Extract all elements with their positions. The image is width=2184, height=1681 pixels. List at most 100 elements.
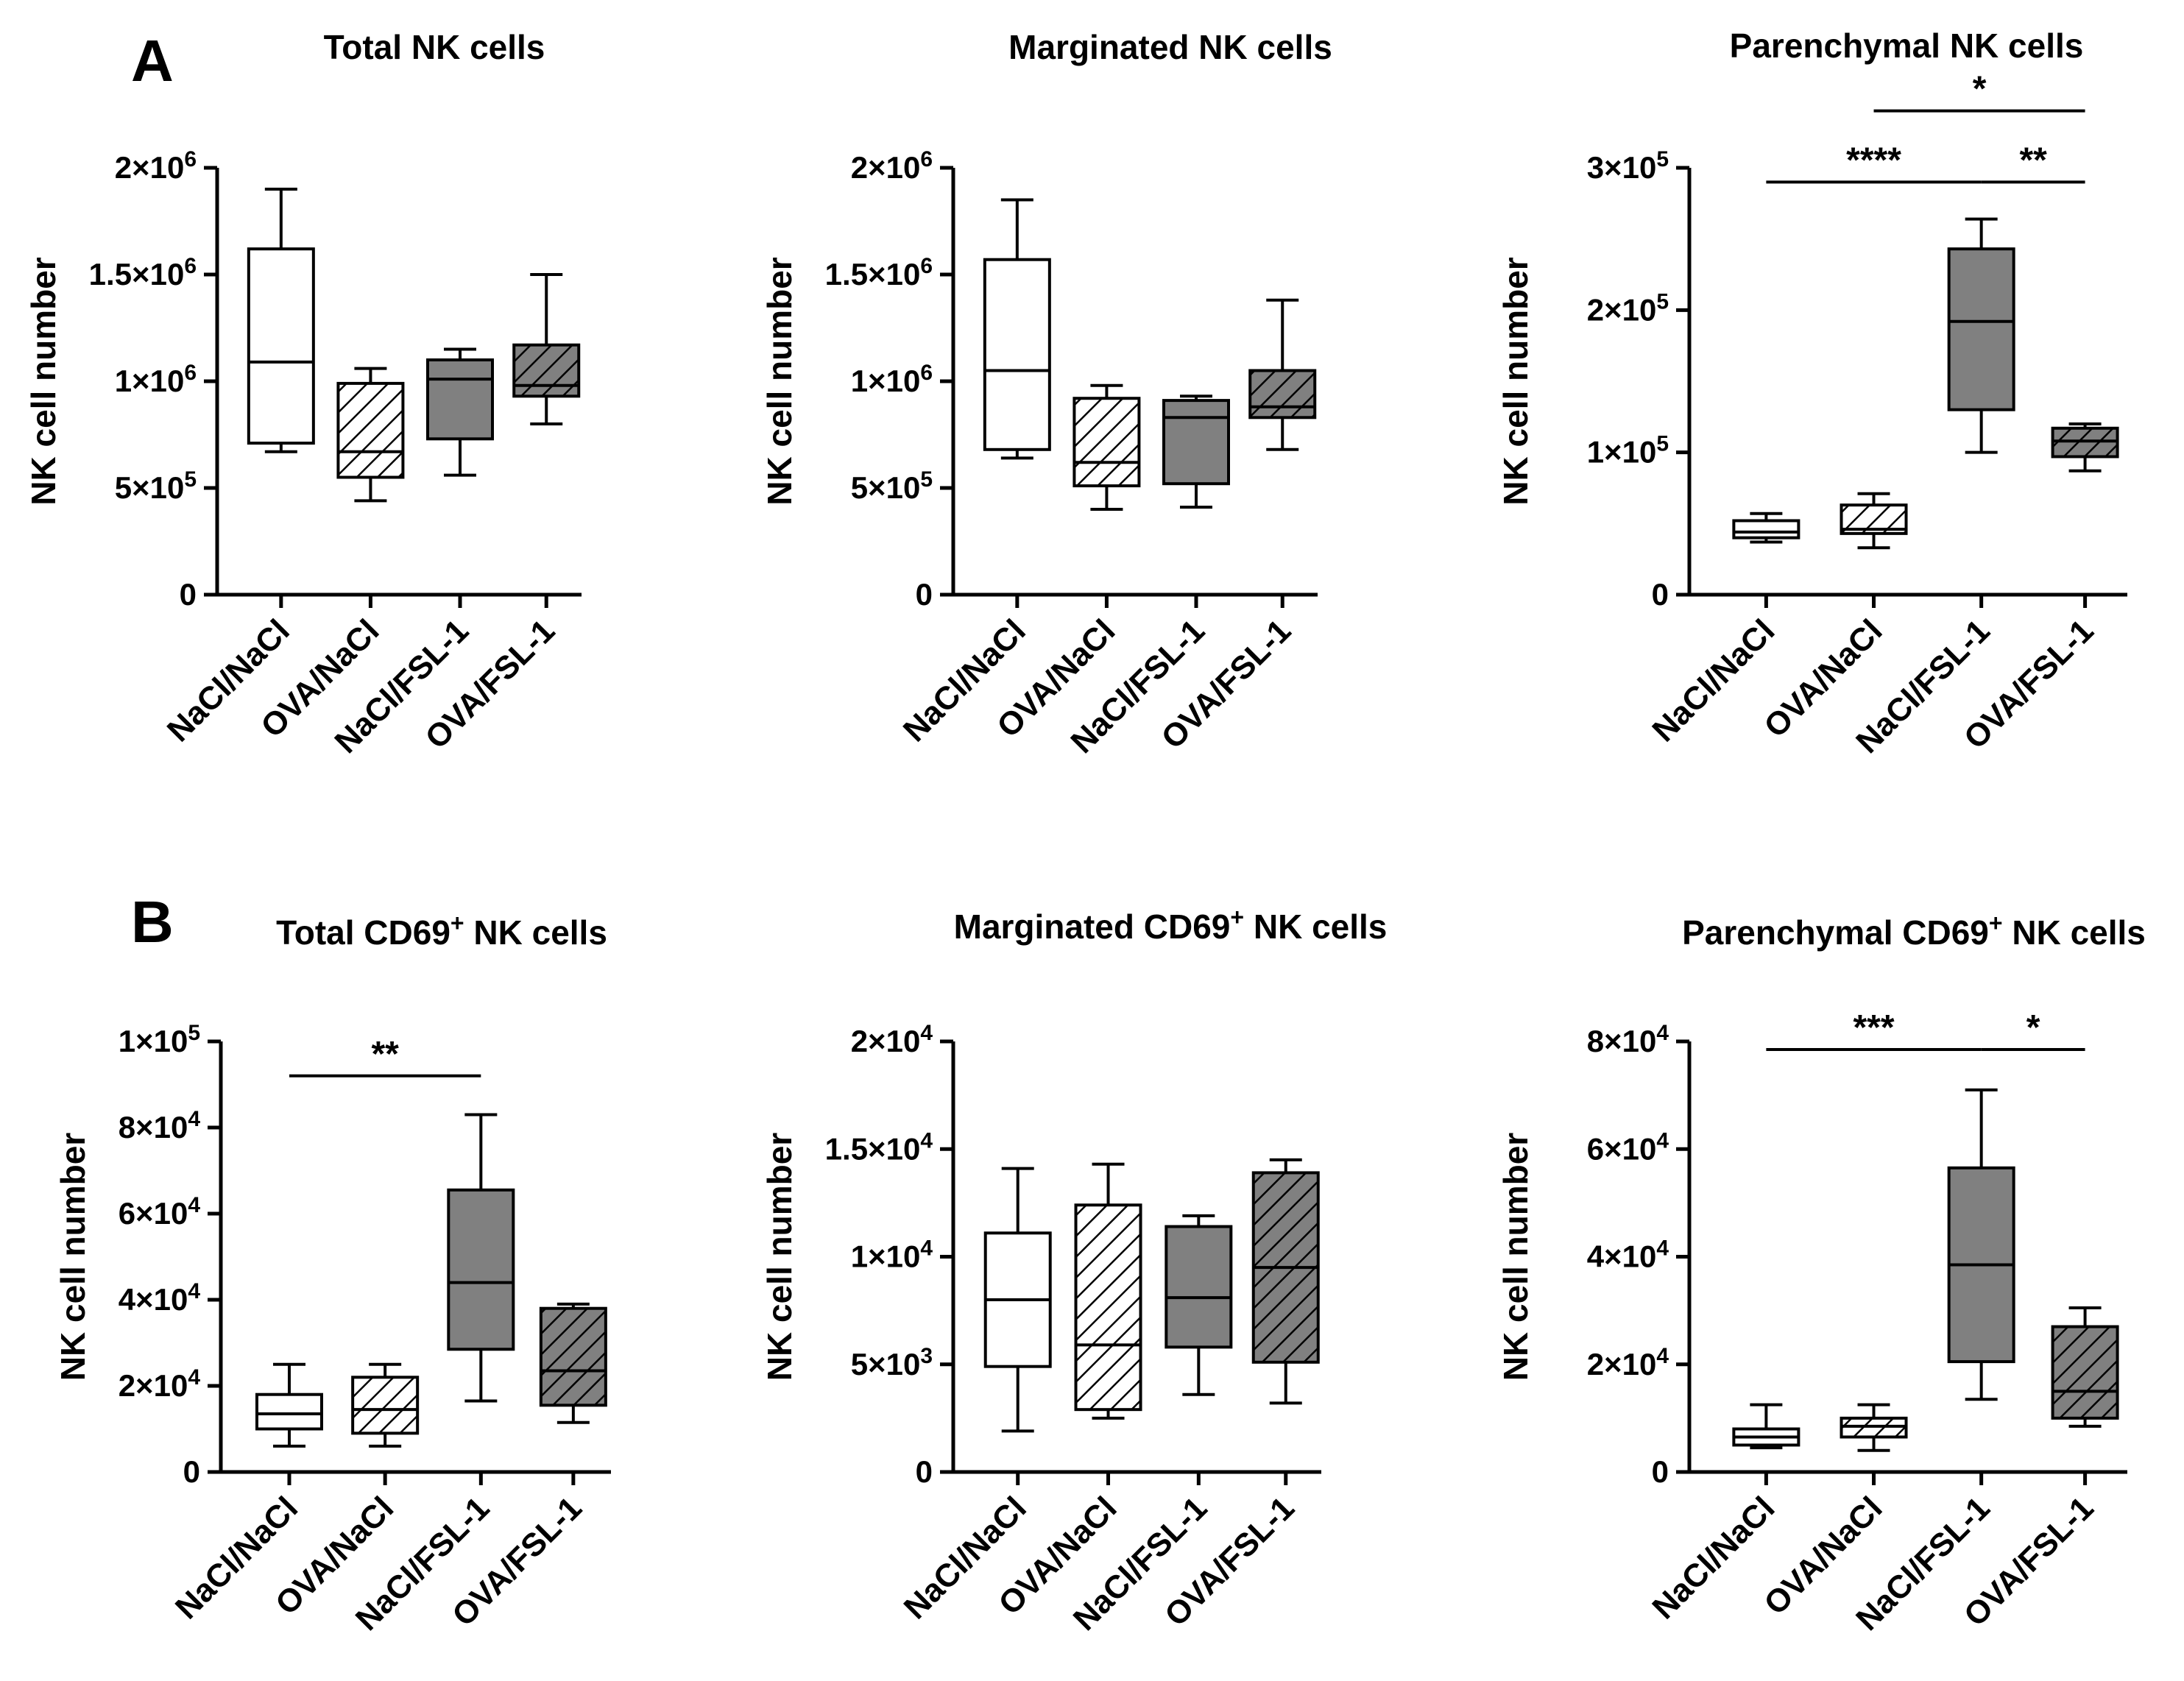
- y-tick-label: 8×104: [1587, 1021, 1669, 1059]
- x-category-label: NaCl/NaCl: [1645, 612, 1781, 749]
- significance-bar: *: [1873, 70, 2085, 113]
- chart-1: Total NK cells NK cell number 0 5×105 1×106 1…: [24, 28, 582, 760]
- box-1: [1732, 1403, 1800, 1450]
- chart-title: Marginated NK cells: [1008, 28, 1332, 66]
- y-tick-label: 2×105: [1587, 289, 1669, 328]
- y-axis-label: NK cell number: [760, 1133, 799, 1381]
- y-tick-label: 1×105: [119, 1021, 200, 1059]
- box-iqr: [512, 343, 581, 398]
- box-iqr: [1162, 399, 1230, 486]
- y-tick-label: 1×106: [115, 361, 197, 399]
- significance-label: *: [1973, 70, 1987, 109]
- box-2: [336, 367, 405, 503]
- box-iqr: [1072, 397, 1141, 488]
- y-tick-label: 2×106: [115, 147, 197, 185]
- significance-bar: ****: [1766, 141, 1982, 184]
- chart-title: Marginated CD69+ NK cells: [954, 904, 1388, 946]
- chart-title: Parenchymal CD69+ NK cells: [1682, 910, 2146, 952]
- x-category-label: NaCl/NaCl: [1645, 1490, 1781, 1626]
- y-tick-label: 2×104: [1587, 1343, 1669, 1381]
- y-tick-label: 5×105: [115, 467, 197, 506]
- box-iqr: [426, 358, 494, 441]
- box-1: [247, 188, 315, 453]
- significance-label: ***: [1853, 1008, 1895, 1047]
- box-iqr: [247, 247, 315, 445]
- chart-3: Parenchymal NK cells NK cell number 0 1×105…: [1496, 26, 2127, 760]
- y-tick-label: 5×103: [851, 1343, 933, 1381]
- box-iqr: [351, 1376, 420, 1435]
- box-1: [983, 1167, 1052, 1433]
- box-3: [426, 347, 494, 477]
- y-tick-label: 1×105: [1587, 431, 1669, 470]
- box-iqr: [1074, 1203, 1142, 1412]
- box-4: [1248, 298, 1317, 451]
- box-3: [1162, 394, 1230, 509]
- significance-label: ****: [1846, 141, 1901, 180]
- box-iqr: [1732, 519, 1800, 539]
- y-tick-label: 0: [916, 577, 933, 612]
- box-3: [1165, 1214, 1233, 1396]
- box-iqr: [539, 1306, 607, 1407]
- chart-5: Marginated CD69+ NK cells NK cell number 0…: [760, 904, 1387, 1638]
- y-axis-label: NK cell number: [1496, 1133, 1535, 1381]
- significance-bar: **: [1981, 141, 2085, 184]
- box-iqr: [336, 381, 405, 479]
- box-3: [447, 1113, 515, 1403]
- chart-title: Total CD69+ NK cells: [276, 910, 607, 952]
- y-tick-label: 5×105: [851, 467, 933, 506]
- y-tick-label: 3×105: [1587, 147, 1669, 185]
- y-tick-label: 2×104: [119, 1365, 201, 1404]
- y-axis-label: NK cell number: [760, 257, 799, 506]
- significance-label: *: [2026, 1008, 2040, 1047]
- box-2: [1840, 492, 1908, 550]
- box-4: [2051, 422, 2119, 473]
- y-tick-label: 4×104: [1587, 1236, 1669, 1274]
- box-4: [2051, 1306, 2119, 1428]
- box-iqr: [447, 1188, 515, 1351]
- box-2: [351, 1362, 420, 1448]
- box-iqr: [2051, 1325, 2119, 1420]
- box-2: [1840, 1403, 1908, 1452]
- chart-6: Parenchymal CD69+ NK cells NK cell number…: [1496, 910, 2146, 1638]
- y-tick-label: 0: [1652, 577, 1669, 612]
- box-1: [983, 198, 1051, 460]
- box-iqr: [983, 258, 1051, 451]
- y-tick-label: 2×106: [851, 147, 933, 185]
- significance-bar: **: [289, 1035, 481, 1077]
- y-tick-label: 1.5×104: [825, 1128, 933, 1167]
- panel-label-b: B: [131, 889, 174, 955]
- y-tick-label: 8×104: [119, 1107, 201, 1145]
- y-tick-label: 6×104: [119, 1193, 201, 1231]
- chart-4: Total CD69+ NK cells NK cell number 0 2×104…: [54, 910, 611, 1638]
- box-1: [255, 1362, 323, 1448]
- box-iqr: [1165, 1225, 1233, 1349]
- box-4: [512, 273, 581, 425]
- y-tick-label: 0: [183, 1454, 200, 1489]
- y-tick-label: 1×104: [851, 1236, 933, 1274]
- significance-label: **: [2019, 141, 2047, 180]
- significance-bar: *: [1981, 1008, 2085, 1051]
- significance-bar: ***: [1766, 1008, 1982, 1051]
- y-tick-label: 1.5×106: [89, 254, 197, 292]
- y-tick-label: 2×104: [851, 1021, 933, 1059]
- y-tick-label: 4×104: [119, 1279, 201, 1317]
- box-iqr: [1248, 369, 1317, 420]
- y-tick-label: 6×104: [1587, 1128, 1669, 1167]
- box-4: [1251, 1158, 1320, 1405]
- panel-label-a: A: [131, 28, 174, 93]
- box-iqr: [255, 1392, 323, 1431]
- box-2: [1072, 383, 1141, 511]
- chart-2: Marginated NK cells NK cell number 0 5×105 1…: [760, 28, 1332, 760]
- y-tick-label: 1×106: [851, 361, 933, 399]
- y-tick-label: 0: [916, 1454, 933, 1489]
- significance-label: **: [371, 1035, 399, 1074]
- box-iqr: [1947, 247, 2015, 411]
- box-3: [1947, 217, 2015, 454]
- y-axis-label: NK cell number: [54, 1133, 92, 1381]
- box-3: [1947, 1088, 2015, 1401]
- y-axis-label: NK cell number: [24, 257, 63, 506]
- box-4: [539, 1302, 607, 1424]
- y-tick-label: 1.5×106: [825, 254, 933, 292]
- chart-title: Parenchymal NK cells: [1730, 26, 2084, 65]
